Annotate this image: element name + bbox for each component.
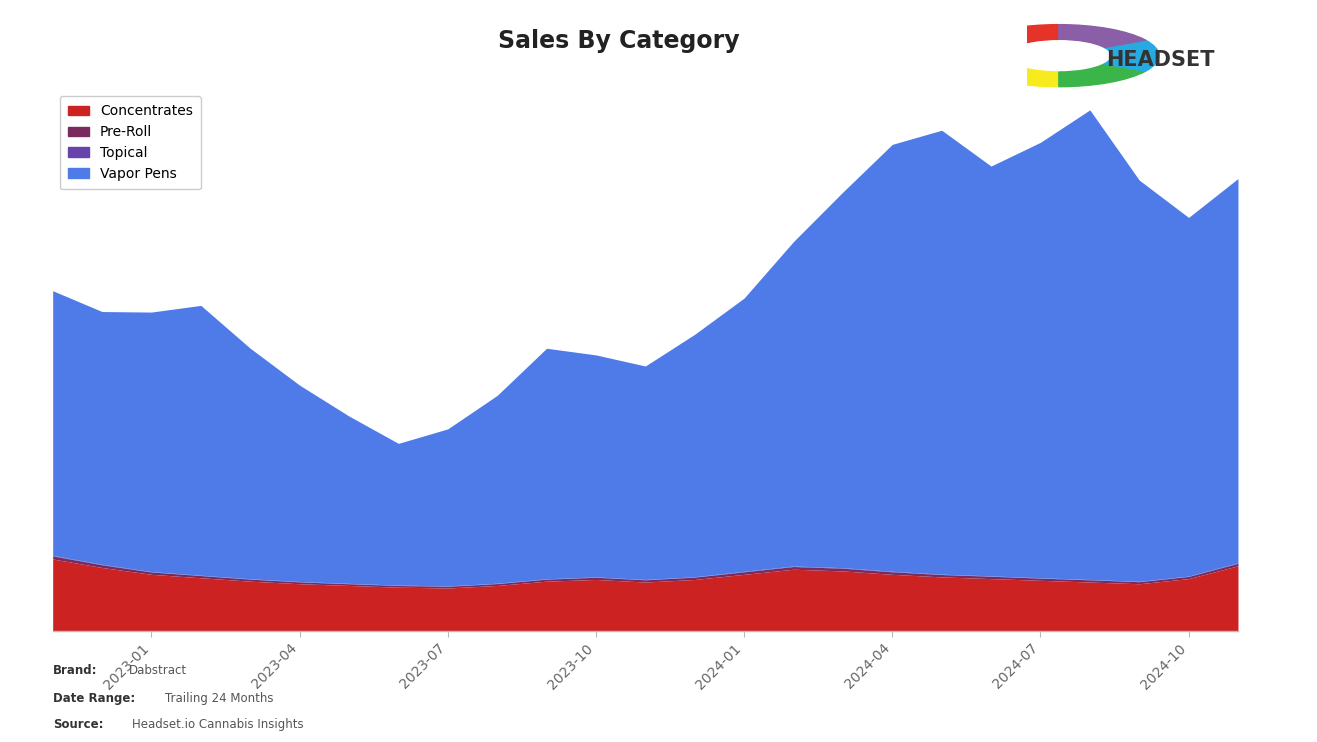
Wedge shape <box>959 40 1013 71</box>
Text: Trailing 24 Months: Trailing 24 Months <box>165 692 273 705</box>
Text: Brand:: Brand: <box>53 664 97 677</box>
Text: Date Range:: Date Range: <box>53 692 134 705</box>
Wedge shape <box>1105 40 1159 71</box>
Wedge shape <box>972 64 1059 87</box>
Wedge shape <box>972 24 1059 47</box>
Legend: Concentrates, Pre-Roll, Topical, Vapor Pens: Concentrates, Pre-Roll, Topical, Vapor P… <box>59 96 202 189</box>
Text: HEADSET: HEADSET <box>1106 50 1214 70</box>
Text: Sales By Category: Sales By Category <box>498 29 740 53</box>
Text: Dabstract: Dabstract <box>129 664 187 677</box>
Wedge shape <box>1059 64 1146 87</box>
Text: Headset.io Cannabis Insights: Headset.io Cannabis Insights <box>132 718 303 732</box>
Text: Source:: Source: <box>53 718 103 732</box>
Wedge shape <box>1059 24 1146 47</box>
